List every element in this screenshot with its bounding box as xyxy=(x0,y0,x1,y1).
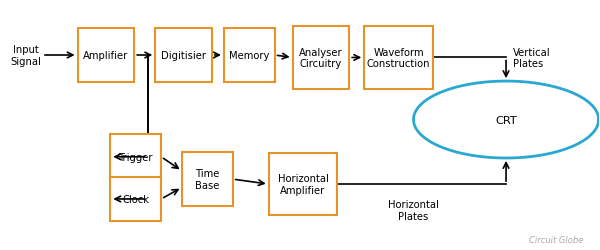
FancyBboxPatch shape xyxy=(155,28,212,83)
FancyBboxPatch shape xyxy=(110,177,161,222)
FancyBboxPatch shape xyxy=(269,154,337,215)
Text: Clock: Clock xyxy=(122,194,149,204)
Text: Digitisier: Digitisier xyxy=(161,51,206,61)
FancyBboxPatch shape xyxy=(182,152,233,206)
Text: Amplifier: Amplifier xyxy=(83,51,128,61)
Text: Input
Signal: Input Signal xyxy=(10,45,41,66)
Text: CRT: CRT xyxy=(495,115,517,125)
Text: Circuit Globe: Circuit Globe xyxy=(529,235,584,244)
Text: Horizontal
Amplifier: Horizontal Amplifier xyxy=(278,174,328,195)
Text: Waveform
Construction: Waveform Construction xyxy=(367,48,430,69)
Text: Analyser
Circuitry: Analyser Circuitry xyxy=(299,48,343,69)
FancyBboxPatch shape xyxy=(364,27,433,89)
FancyBboxPatch shape xyxy=(110,135,161,180)
Text: Horizontal
Plates: Horizontal Plates xyxy=(388,199,439,221)
Text: Memory: Memory xyxy=(229,51,269,61)
FancyBboxPatch shape xyxy=(293,27,349,89)
FancyBboxPatch shape xyxy=(77,28,134,83)
Polygon shape xyxy=(413,82,599,158)
Text: Time
Base: Time Base xyxy=(195,169,220,190)
Text: Vertical
Plates: Vertical Plates xyxy=(513,48,551,69)
FancyBboxPatch shape xyxy=(224,28,275,83)
Text: Trigger: Trigger xyxy=(119,152,153,162)
